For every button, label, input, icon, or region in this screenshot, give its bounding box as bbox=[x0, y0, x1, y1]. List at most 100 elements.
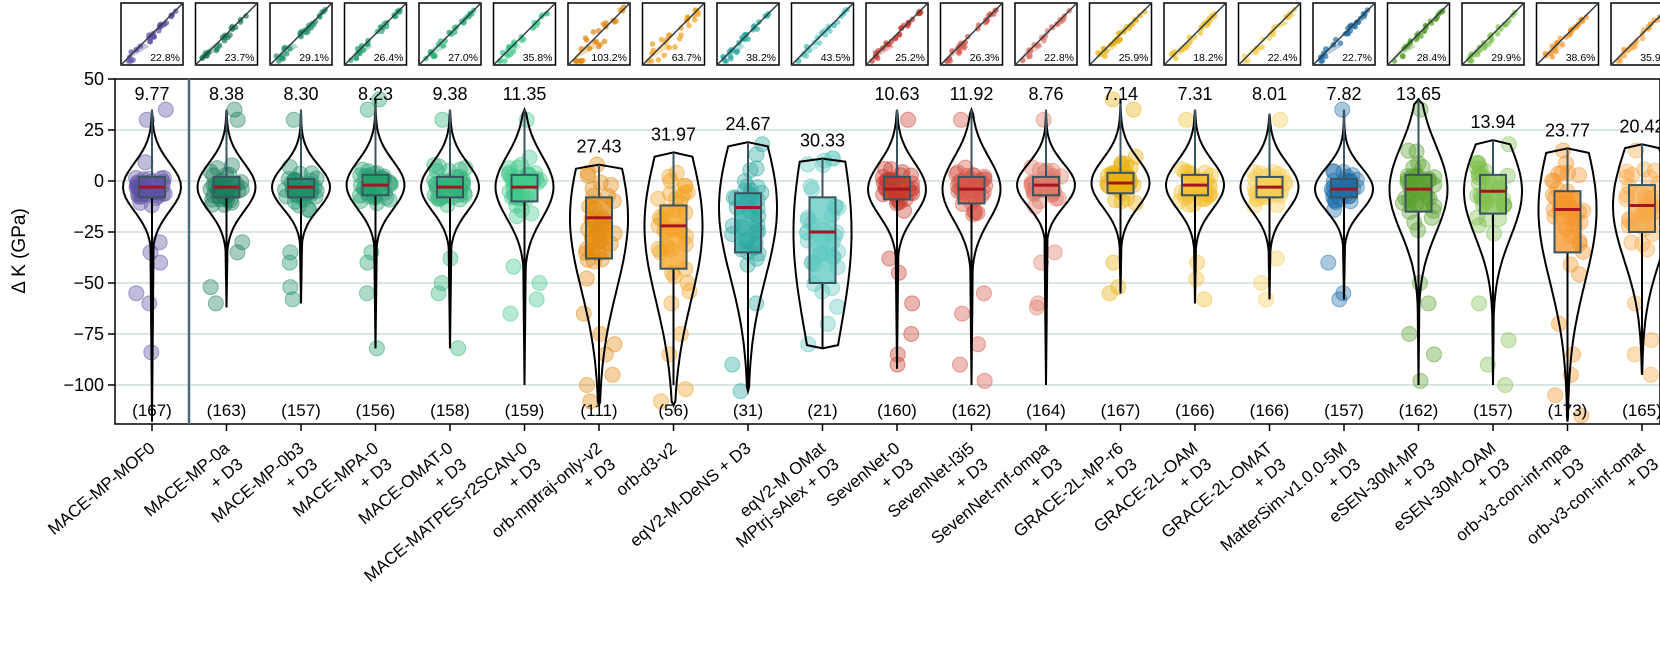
violin-group bbox=[420, 109, 480, 357]
data-point bbox=[434, 111, 451, 128]
parity-inset: 27.0% bbox=[418, 2, 482, 66]
data-point bbox=[359, 101, 376, 118]
data-point bbox=[748, 146, 765, 163]
inset-point bbox=[1197, 30, 1204, 36]
data-point bbox=[903, 326, 920, 342]
inset-point bbox=[655, 57, 662, 63]
inset-point bbox=[149, 32, 155, 38]
mae-label: 8.01 bbox=[1252, 84, 1287, 104]
inset-point bbox=[1559, 41, 1566, 48]
mae-label: 8.30 bbox=[283, 84, 318, 104]
inset-point bbox=[1115, 38, 1121, 45]
inset-point bbox=[692, 7, 699, 14]
inset-percent: 23.7% bbox=[225, 52, 255, 64]
inset-percent: 26.4% bbox=[374, 52, 404, 64]
inset-point bbox=[730, 47, 736, 53]
inset-point bbox=[1031, 41, 1037, 48]
inset-point bbox=[1322, 53, 1329, 60]
mae-label: 8.76 bbox=[1028, 84, 1063, 104]
inset-diagonal bbox=[1238, 2, 1301, 66]
inset-diagonal bbox=[791, 2, 854, 66]
inset-point bbox=[827, 28, 833, 34]
inset-point bbox=[814, 34, 821, 41]
data-point bbox=[676, 177, 693, 194]
inset-percent: 38.6% bbox=[1566, 52, 1596, 64]
data-point bbox=[1110, 279, 1127, 296]
inset-point bbox=[825, 23, 832, 30]
inset-point bbox=[816, 40, 823, 46]
data-point bbox=[829, 298, 846, 315]
data-point bbox=[668, 164, 685, 181]
inset-percent: 38.2% bbox=[746, 52, 776, 64]
inset-point bbox=[1337, 40, 1344, 46]
inset-point bbox=[1277, 22, 1283, 28]
count-label: (156) bbox=[356, 401, 396, 420]
inset-percent: 25.9% bbox=[1119, 52, 1149, 64]
inset-point bbox=[543, 11, 549, 17]
inset-diagonal bbox=[1536, 2, 1599, 66]
inset-point bbox=[872, 53, 879, 60]
inset-point bbox=[1631, 44, 1638, 50]
x-tick-label: MACE-MP-MOF0 bbox=[44, 439, 158, 539]
inset-point bbox=[756, 19, 762, 25]
data-point bbox=[1545, 172, 1562, 189]
inset-point bbox=[448, 31, 455, 38]
violin-outline bbox=[1537, 147, 1598, 422]
count-label: (166) bbox=[1250, 401, 1290, 420]
inset-point bbox=[905, 21, 911, 28]
data-point bbox=[226, 101, 243, 118]
inset-point bbox=[1206, 15, 1212, 22]
inset-point bbox=[147, 38, 154, 45]
data-point bbox=[1118, 155, 1135, 172]
data-point bbox=[1046, 244, 1063, 261]
inset-point bbox=[1244, 58, 1251, 64]
data-point bbox=[896, 202, 913, 219]
inset-point bbox=[1117, 30, 1124, 36]
data-point bbox=[800, 336, 817, 353]
inset-point bbox=[590, 29, 597, 35]
data-point bbox=[966, 203, 983, 220]
inset-diagonal bbox=[1014, 2, 1078, 66]
data-point bbox=[1500, 332, 1517, 349]
annotations: 9.77 (167) 8.38 (163) 8.30 (157) 8.23 (156) 9.38… bbox=[132, 84, 1660, 420]
data-point bbox=[1623, 234, 1640, 251]
data-point bbox=[1400, 142, 1417, 159]
violin-group bbox=[867, 109, 927, 373]
inset-point bbox=[838, 13, 844, 20]
data-point bbox=[528, 291, 545, 308]
inset-percent: 35.9% bbox=[1640, 52, 1660, 64]
inset-point bbox=[1259, 44, 1265, 51]
inset-point bbox=[1173, 55, 1179, 62]
data-point bbox=[1643, 332, 1660, 349]
data-point bbox=[521, 149, 538, 166]
inset-point bbox=[243, 13, 249, 19]
inset-point bbox=[308, 24, 315, 31]
inset-density bbox=[1317, 43, 1341, 61]
data-point bbox=[513, 202, 530, 219]
count-label: (164) bbox=[1026, 401, 1066, 420]
data-point bbox=[531, 275, 548, 291]
inset-point bbox=[1482, 42, 1489, 49]
parity-inset: 25.2% bbox=[865, 2, 929, 66]
data-point bbox=[368, 340, 385, 357]
data-point bbox=[282, 279, 299, 296]
inset-density bbox=[795, 43, 820, 61]
inset-point bbox=[1026, 52, 1033, 58]
data-point bbox=[1268, 250, 1285, 267]
violin-group bbox=[270, 109, 332, 308]
data-point bbox=[578, 377, 595, 393]
x-tick-label: MatterSim-v1.0.0-5M bbox=[1217, 439, 1351, 556]
mae-label: 9.38 bbox=[432, 84, 467, 104]
count-label: (160) bbox=[877, 401, 917, 420]
data-point bbox=[661, 346, 678, 363]
inset-point bbox=[574, 58, 580, 64]
inset-point bbox=[1319, 58, 1326, 64]
mae-label: 8.23 bbox=[358, 84, 393, 104]
inset-density bbox=[944, 43, 969, 61]
violin-group bbox=[345, 91, 406, 357]
inset-point bbox=[1285, 14, 1291, 21]
data-point bbox=[1425, 346, 1442, 363]
mae-label: 7.14 bbox=[1103, 84, 1138, 104]
inset-point bbox=[1137, 12, 1143, 19]
count-label: (21) bbox=[807, 401, 837, 420]
